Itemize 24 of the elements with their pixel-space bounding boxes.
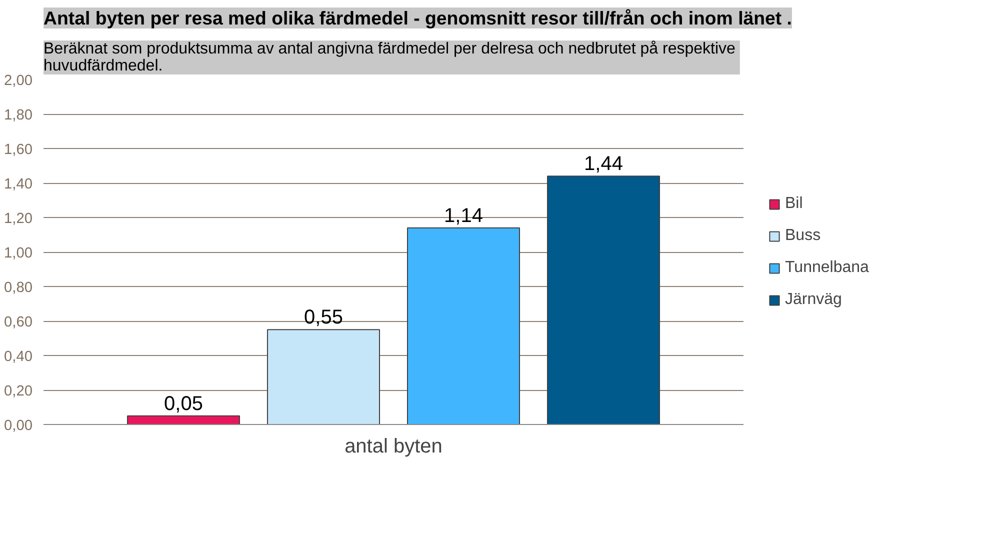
y-tick-label: 0,60 (4, 314, 33, 330)
chart-subtitle: Beräknat som produktsumma av antal angivna färdmedel per delresa och nedbrutet på respektive huvudfärdmedel. (44, 40, 736, 74)
data-label: 1,44 (584, 153, 623, 176)
y-tick-label: 0,20 (4, 384, 33, 400)
y-tick-label: 1,60 (4, 142, 33, 158)
data-label: 0,05 (164, 392, 203, 415)
y-tick-label: 1,20 (4, 211, 33, 227)
bar (127, 415, 240, 424)
y-tick-label: 1,80 (4, 108, 33, 124)
legend-label: Tunnelbana (785, 258, 869, 276)
y-tick-label: 0,80 (4, 280, 33, 296)
y-tick-label: 1,00 (4, 246, 33, 262)
legend-label: Buss (785, 226, 821, 244)
legend-label: Järnväg (785, 290, 842, 308)
chart-title: Antal byten per resa med olika färdmedel - genomsnitt resor till/från och inom länet . (44, 8, 792, 28)
y-tick-label: 0,00 (4, 418, 33, 434)
y-tick-label: 2,00 (4, 73, 33, 89)
y-tick-label: 0,40 (4, 349, 33, 365)
x-tick-label: antal byten (344, 436, 442, 458)
y-tick-label: 1,40 (4, 176, 33, 192)
bar (267, 329, 380, 424)
bar (407, 227, 520, 424)
legend-label: Bil (785, 194, 804, 212)
bar (547, 176, 660, 424)
